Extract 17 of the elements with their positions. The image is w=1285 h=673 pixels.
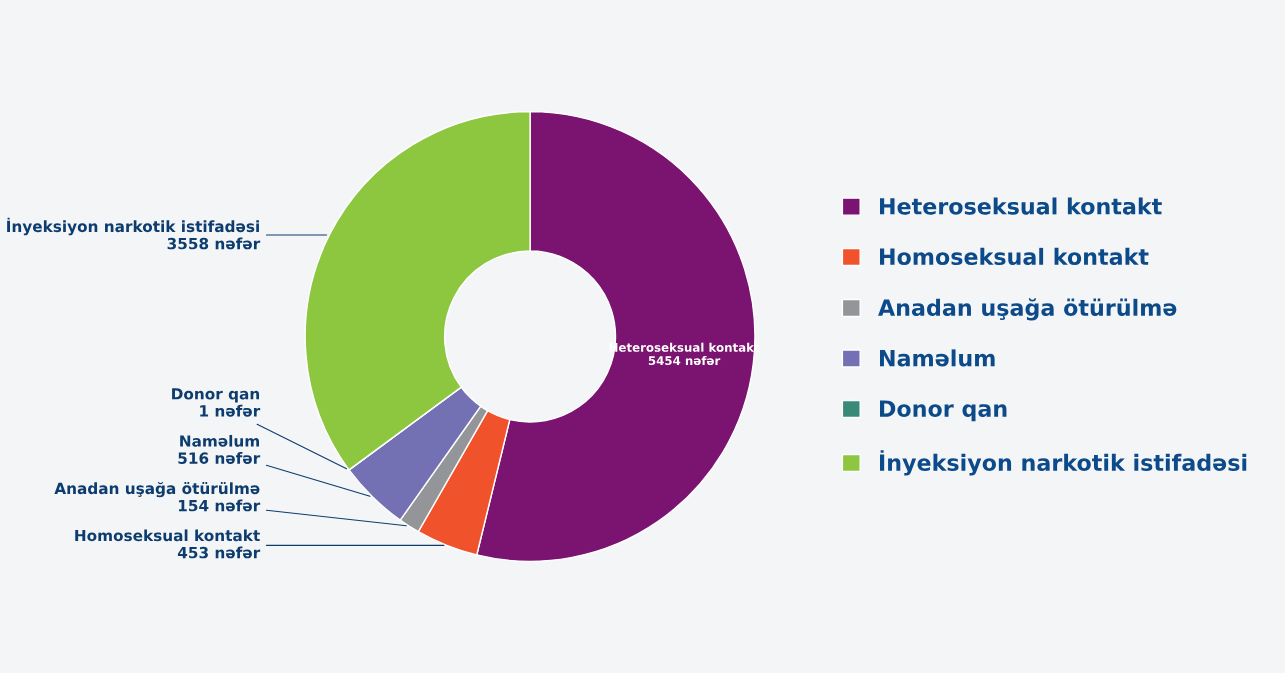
data-label: 516 nəfər bbox=[178, 452, 261, 464]
legend-label: Heteroseksual kontakt bbox=[880, 197, 1162, 215]
data-label: 154 nəfər bbox=[178, 499, 261, 512]
legend-label: Homoseksual kontakt bbox=[880, 247, 1149, 266]
slice-label: Donor qan bbox=[172, 388, 260, 403]
data-label: 1 nəfər bbox=[200, 404, 261, 417]
legend-label: Anadan uşağa ötürülmə bbox=[878, 298, 1177, 321]
slice-label: Naməlum bbox=[180, 434, 259, 447]
slice-label: Homoseksual kontakt bbox=[75, 529, 260, 542]
slice-label: Anadan uşağa ötürülmə bbox=[54, 481, 260, 498]
data-label: 3558 nəfər bbox=[167, 237, 261, 250]
slice-label: İnyeksiyon narkotik istifadəsi bbox=[7, 217, 259, 236]
legend-label: İnyeksiyon narkotik istifadəsi bbox=[880, 450, 1247, 476]
data-label: 5454 nəfər bbox=[648, 355, 721, 366]
data-label: 453 nəfər bbox=[177, 546, 261, 559]
legend-label: Naməlum bbox=[880, 349, 995, 367]
legend-label: Donor qan bbox=[880, 400, 1007, 422]
